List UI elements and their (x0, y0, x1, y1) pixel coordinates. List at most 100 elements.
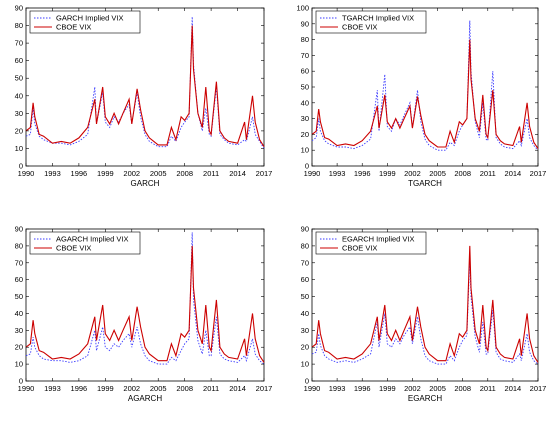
cboe-vix-line (311, 39, 539, 149)
y-tick-label: 80 (15, 241, 23, 250)
x-tick-label: 2005 (150, 169, 167, 178)
y-tick-label: 40 (15, 309, 23, 318)
x-tick-label: 1993 (329, 384, 346, 393)
x-tick-label: 2014 (505, 384, 522, 393)
x-tick-label: 2011 (480, 384, 496, 393)
legend-label-implied: EGARCH Implied VIX (342, 235, 415, 244)
y-tick-label: 20 (301, 343, 309, 352)
y-tick-label: 90 (301, 19, 309, 28)
y-tick-label: 50 (301, 83, 309, 92)
legend-label-cboe: CBOE VIX (56, 244, 91, 253)
x-tick-label: 1990 (304, 384, 321, 393)
y-tick-label: 80 (301, 35, 309, 44)
x-tick-label: 2017 (256, 169, 273, 178)
y-tick-label: 80 (15, 21, 23, 30)
x-tick-label: 1996 (354, 384, 371, 393)
x-axis-label: GARCH (131, 179, 160, 188)
x-tick-label: 2011 (480, 169, 496, 178)
x-tick-label: 2008 (176, 169, 193, 178)
legend-box (315, 10, 427, 34)
x-tick-label: 1996 (71, 169, 88, 178)
x-tick-label: 1999 (97, 384, 114, 393)
y-tick-label: 60 (15, 56, 23, 65)
x-tick-label: 2014 (505, 169, 522, 178)
y-tick-label: 10 (301, 360, 309, 369)
y-tick-label: 30 (301, 326, 309, 335)
x-tick-label: 2002 (404, 169, 421, 178)
legend-box (29, 231, 141, 255)
cboe-vix-line (311, 245, 539, 363)
y-tick-label: 70 (15, 39, 23, 48)
y-tick-label: 60 (301, 67, 309, 76)
x-tick-label: 1993 (329, 169, 346, 178)
x-tick-label: 2014 (229, 169, 246, 178)
y-tick-label: 60 (301, 275, 309, 284)
implied-vix-line (311, 20, 539, 151)
y-tick-label: 80 (301, 241, 309, 250)
y-tick-label: 50 (15, 292, 23, 301)
plot-frame (25, 7, 265, 167)
x-tick-label: 2002 (123, 384, 140, 393)
x-tick-label: 2008 (454, 169, 471, 178)
x-tick-label: 2008 (454, 384, 471, 393)
legend-label-cboe: CBOE VIX (342, 23, 377, 32)
x-tick-label: 2017 (530, 169, 547, 178)
x-tick-label: 2011 (203, 384, 219, 393)
x-tick-label: 1990 (18, 384, 35, 393)
cboe-vix-line (25, 25, 265, 147)
y-tick-label: 0 (19, 162, 23, 171)
panel-garch: 0 10 20 30 40 50 60 70 80 90 1990 1993 1996 1999 2002 2… (15, 4, 273, 189)
implied-vix-line (25, 16, 265, 149)
legend-label-implied: AGARCH Implied VIX (56, 235, 129, 244)
y-tick-label: 40 (301, 98, 309, 107)
panel-egarch: 0 10 20 30 40 50 60 70 80 90 1990 1993 1996 1999 2002 2… (301, 225, 547, 404)
y-tick-label: 90 (15, 225, 23, 234)
y-tick-label: 20 (301, 130, 309, 139)
plot-frame (311, 228, 539, 382)
panel-tgarch: 0 10 20 30 40 50 60 70 80 90 100 1990 1993 1996 1999 20… (296, 4, 546, 189)
x-tick-label: 1996 (354, 169, 371, 178)
y-tick-label: 40 (15, 91, 23, 100)
y-tick-label: 10 (301, 146, 309, 155)
y-tick-label: 90 (301, 225, 309, 234)
x-tick-label: 1993 (44, 384, 61, 393)
legend-box (29, 10, 141, 34)
x-tick-label: 2014 (229, 384, 246, 393)
y-tick-label: 30 (15, 326, 23, 335)
y-tick-label: 50 (15, 74, 23, 83)
x-tick-label: 2017 (530, 384, 547, 393)
y-tick-label: 30 (301, 114, 309, 123)
y-tick-label: 20 (15, 126, 23, 135)
panel-agarch: 0 10 20 30 40 50 60 70 80 90 1990 1993 1996 1999 2002 2… (15, 225, 273, 404)
implied-vix-line (25, 232, 265, 365)
y-tick-label: 70 (301, 51, 309, 60)
y-tick-label: 100 (296, 4, 309, 13)
x-tick-label: 2002 (404, 384, 421, 393)
x-tick-label: 1999 (379, 384, 396, 393)
legend-label-implied: TGARCH Implied VIX (342, 14, 414, 23)
x-tick-label: 1990 (18, 169, 35, 178)
x-tick-label: 1996 (71, 384, 88, 393)
y-tick-label: 70 (15, 258, 23, 267)
y-tick-label: 10 (15, 360, 23, 369)
x-tick-label: 2005 (150, 384, 167, 393)
x-tick-label: 2017 (256, 384, 273, 393)
x-tick-label: 1999 (379, 169, 396, 178)
legend-label-implied: GARCH Implied VIX (56, 14, 124, 23)
x-tick-label: 1999 (97, 169, 114, 178)
y-tick-label: 40 (301, 309, 309, 318)
y-tick-label: 60 (15, 275, 23, 284)
x-tick-label: 2011 (203, 169, 219, 178)
cboe-vix-line (25, 245, 265, 363)
y-tick-label: 0 (305, 377, 309, 386)
y-tick-label: 30 (15, 109, 23, 118)
x-tick-label: 2005 (429, 384, 446, 393)
y-tick-label: 0 (305, 162, 309, 171)
y-tick-label: 10 (15, 144, 23, 153)
x-axis-label: AGARCH (128, 394, 162, 403)
y-tick-label: 70 (301, 258, 309, 267)
legend-label-cboe: CBOE VIX (342, 244, 377, 253)
y-tick-label: 90 (15, 4, 23, 13)
legend-box (315, 231, 427, 255)
